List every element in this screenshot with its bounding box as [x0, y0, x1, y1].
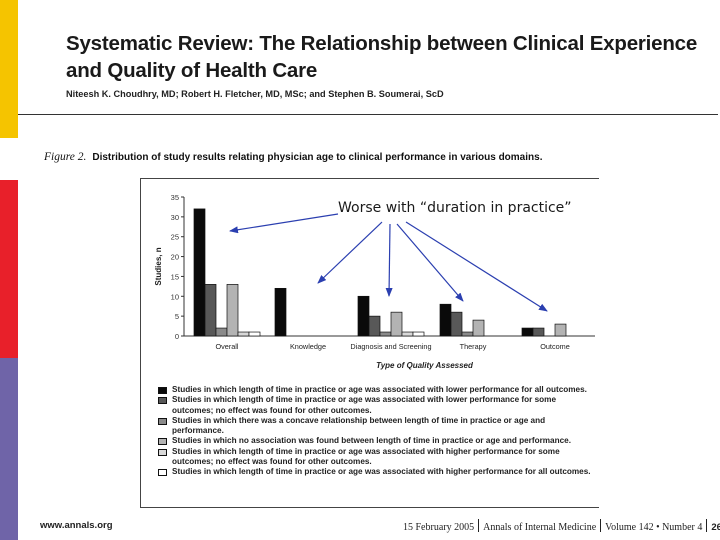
figure-frame [140, 178, 599, 508]
legend-label: Studies in which length of time in pract… [172, 446, 560, 467]
legend-swatch [158, 469, 167, 477]
bar [412, 331, 425, 337]
legend-swatch [158, 387, 167, 394]
legend-entry: Studies in which no association was foun… [158, 436, 598, 446]
y-tick-label: 10 [171, 292, 179, 301]
bar-chart: 0 5 10 15 20 25 30 35 Studies, n Overall Knowledge… [154, 193, 595, 370]
x-tick-label: Knowledge [290, 342, 326, 351]
bar [215, 327, 228, 337]
header-divider [18, 114, 718, 115]
legend-label: Studies in which length of time in pract… [172, 467, 591, 477]
legend-label: Studies in which length of time in pract… [172, 395, 556, 415]
figure-label: Figure 2. [44, 151, 87, 163]
footer-page-number: 263 [711, 522, 720, 533]
bar [554, 323, 567, 337]
accent-stripe-white [0, 138, 18, 180]
bar [401, 331, 414, 337]
y-tick-label: 0 [175, 332, 179, 341]
legend-label: Studies in which there was a concave rel… [172, 415, 546, 436]
y-tick-label: 20 [171, 253, 179, 262]
y-tick-label: 25 [171, 233, 179, 242]
accent-stripe-purple [0, 358, 18, 540]
bar [193, 208, 206, 337]
x-tick-label: Overall [215, 342, 238, 351]
annotation-text: Worse with “duration in practice” [338, 200, 572, 216]
legend-entry: Studies in which length of time in pract… [158, 385, 598, 395]
bar [472, 319, 485, 337]
legend-entry: Studies in which there was a concave rel… [158, 416, 598, 437]
legend-swatch [158, 397, 167, 405]
bar [521, 327, 534, 337]
bar [390, 311, 403, 337]
footer-citation: 15 February 2005 Annals of Internal Medic… [403, 519, 720, 533]
y-tick-label: 30 [171, 213, 179, 222]
y-tick-label: 5 [175, 312, 179, 321]
bar [379, 331, 392, 337]
accent-stripe-yellow [0, 0, 18, 138]
accent-stripe-red [0, 180, 18, 358]
figure-caption-text: Distribution of study results relating p… [92, 152, 543, 163]
legend-label: Studies in which no association was foun… [172, 436, 571, 446]
footer-website: www.annals.org [40, 520, 113, 531]
paper-authors: Niteesh K. Choudhry, MD; Robert H. Fletc… [66, 89, 444, 99]
figure-caption: Figure 2. Distribution of study results r… [44, 151, 542, 163]
x-tick-label: Outcome [540, 342, 570, 351]
legend-entry: Studies in which length of time in pract… [158, 447, 598, 468]
bar [368, 315, 381, 337]
legend-swatch [158, 438, 167, 446]
bar [204, 284, 217, 337]
bar [450, 311, 463, 337]
x-tick-label: Diagnosis and Screening [350, 342, 431, 351]
bar [237, 331, 250, 337]
paper-title: Systematic Review: The Relationship betw… [66, 32, 698, 82]
legend-entry: Studies in which length of time in pract… [158, 467, 598, 477]
bar [439, 303, 452, 337]
bar [226, 284, 239, 337]
bar [357, 295, 370, 337]
footer-date: 15 February 2005 [403, 522, 475, 533]
x-axis-label: Type of Quality Assessed [376, 361, 474, 370]
y-tick-label: 35 [171, 193, 179, 202]
legend-swatch [158, 417, 167, 425]
chart-legend: Studies in which length of time in pract… [158, 385, 598, 478]
y-tick-label: 15 [171, 272, 179, 281]
bar [532, 327, 545, 337]
x-tick-label: Therapy [460, 342, 487, 351]
legend-swatch [158, 448, 167, 456]
legend-label: Studies in which length of time in pract… [172, 385, 587, 394]
bar [248, 331, 261, 337]
legend-entry: Studies in which length of time in pract… [158, 395, 598, 416]
y-axis-label: Studies, n [154, 247, 163, 285]
bar [461, 331, 474, 337]
footer-journal: Annals of Internal Medicine [483, 522, 597, 533]
footer-volume: Volume 142 • Number 4 [605, 522, 703, 533]
bar [274, 287, 287, 337]
